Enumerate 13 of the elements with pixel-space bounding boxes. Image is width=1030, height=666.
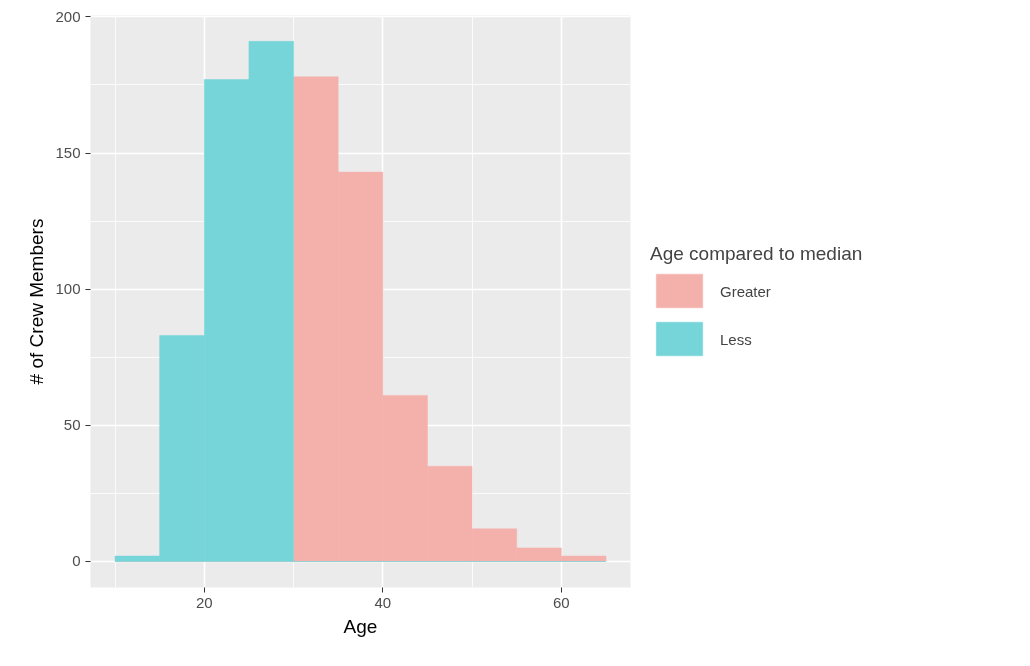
- y-tick-label: 0: [72, 552, 81, 570]
- legend-label: Greater: [720, 282, 771, 299]
- x-axis-title: Age: [343, 615, 378, 637]
- y-tick-label: 100: [55, 280, 81, 298]
- y-tick-label: 50: [63, 416, 81, 434]
- x-tick-label: 20: [195, 593, 213, 611]
- legend-title: Age compared to median: [650, 242, 863, 265]
- y-axis-title: # of Crew Members: [26, 218, 48, 385]
- y-tick-label: 200: [55, 7, 81, 25]
- legend-label: Less: [720, 330, 752, 347]
- x-tick-label: 40: [374, 593, 392, 611]
- y-tick-label: 150: [55, 144, 81, 162]
- x-tick-label: 60: [552, 593, 570, 611]
